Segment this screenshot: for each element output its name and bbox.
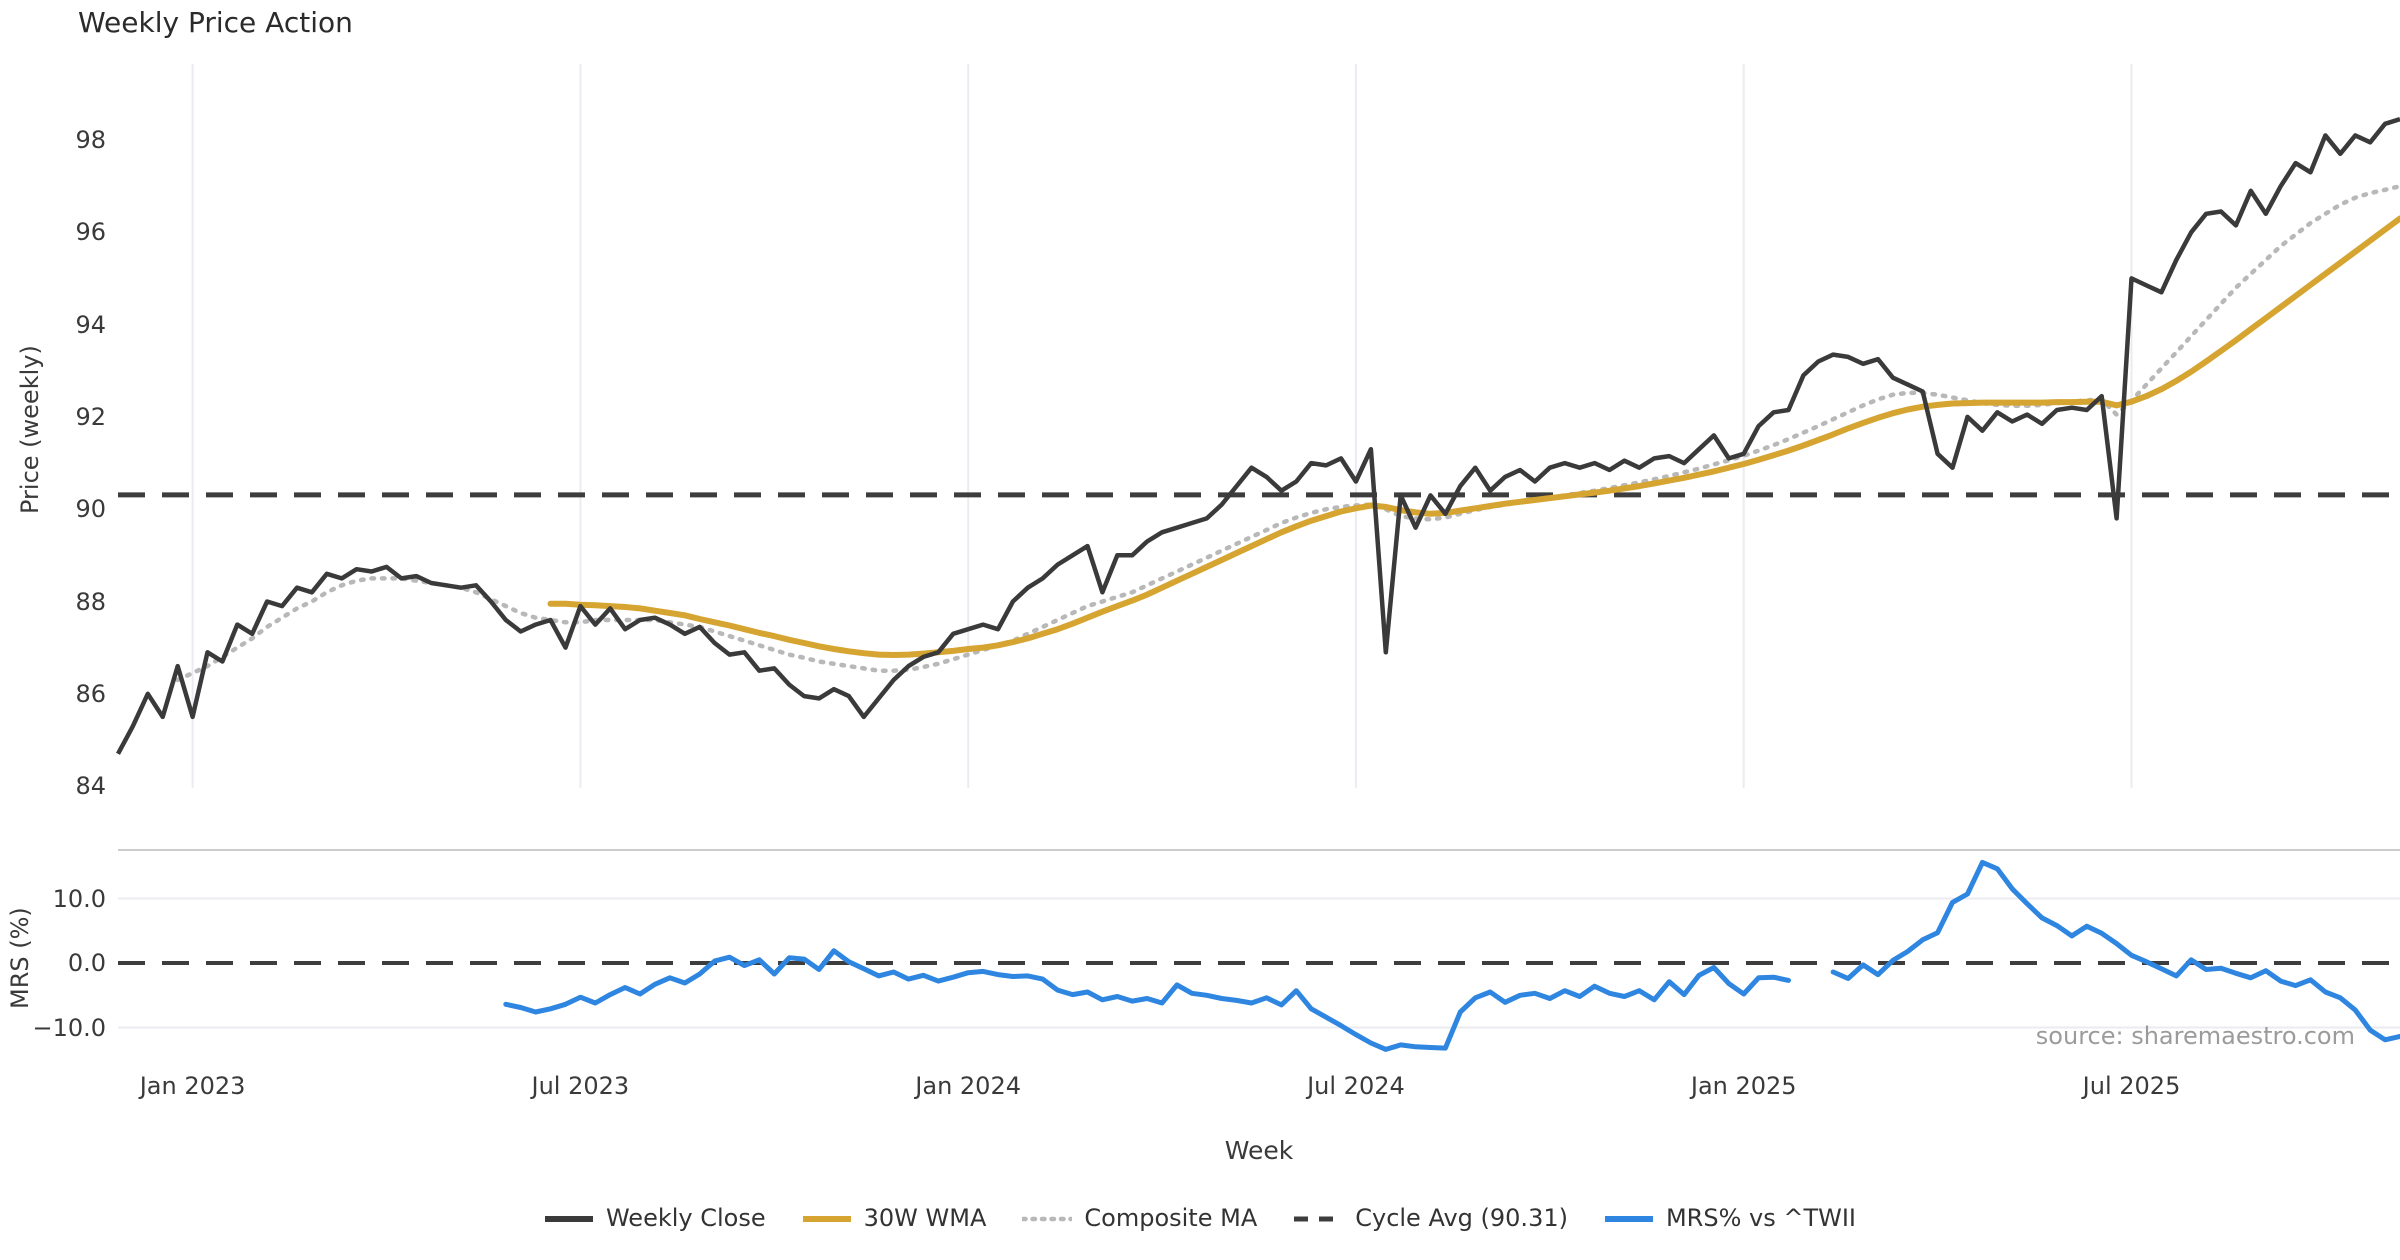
legend: Weekly Close 30W WMA Composite MA Cycle …: [0, 1204, 2400, 1232]
weekly-close-line-swatch-icon: [544, 1205, 594, 1231]
legend-item-weekly-close: Weekly Close: [544, 1204, 766, 1232]
x-axis-title: Week: [1224, 1136, 1294, 1165]
source-note: source: sharemaestro.com: [2035, 1022, 2355, 1050]
chart-title: Weekly Price Action: [78, 6, 353, 39]
mrs-tick-label: 10.0: [52, 884, 106, 913]
legend-item-30w-wma: 30W WMA: [802, 1204, 987, 1232]
mrs-tick-label: −10.0: [32, 1013, 106, 1042]
legend-label: Weekly Close: [605, 1204, 766, 1232]
cycle-avg-line-swatch-icon: [1293, 1205, 1343, 1231]
legend-label: MRS% vs ^TWII: [1665, 1204, 1857, 1232]
legend-label: 30W WMA: [863, 1204, 987, 1232]
price-tick-label: 88: [75, 587, 106, 616]
x-tick-label: Jan 2023: [139, 1072, 246, 1100]
mrs-line-swatch-icon: [1604, 1205, 1654, 1231]
price-tick-label: 90: [75, 495, 106, 524]
x-tick-label: Jul 2025: [2082, 1072, 2181, 1100]
mrs-axis-ticks: 10.0 0.0 −10.0: [0, 0, 106, 1260]
price-tick-label: 92: [75, 402, 106, 431]
x-tick-label: Jan 2025: [1690, 1072, 1797, 1100]
legend-item-cycle-avg: Cycle Avg (90.31): [1293, 1204, 1568, 1232]
price-axis-ticks: 98 96 94 92 90 88 86 84: [0, 0, 106, 1260]
legend-label: Cycle Avg (90.31): [1355, 1204, 1568, 1232]
legend-item-mrs: MRS% vs ^TWII: [1604, 1204, 1856, 1232]
price-tick-label: 96: [75, 218, 106, 247]
x-tick-label: Jan 2024: [915, 1072, 1021, 1100]
x-tick-label: Jul 2024: [1307, 1072, 1405, 1100]
price-tick-label: 94: [75, 310, 106, 339]
composite-ma-line-swatch-icon: [1021, 1205, 1074, 1231]
mrs-tick-label: 0.0: [67, 949, 106, 977]
legend-item-composite-ma: Composite MA: [1021, 1204, 1258, 1232]
price-tick-label: 84: [75, 772, 106, 801]
price-tick-label: 98: [75, 126, 106, 154]
price-tick-label: 86: [75, 679, 106, 708]
x-tick-label: Jul 2023: [531, 1072, 630, 1100]
legend-label: Composite MA: [1084, 1204, 1258, 1232]
wma-line-swatch-icon: [802, 1205, 852, 1231]
